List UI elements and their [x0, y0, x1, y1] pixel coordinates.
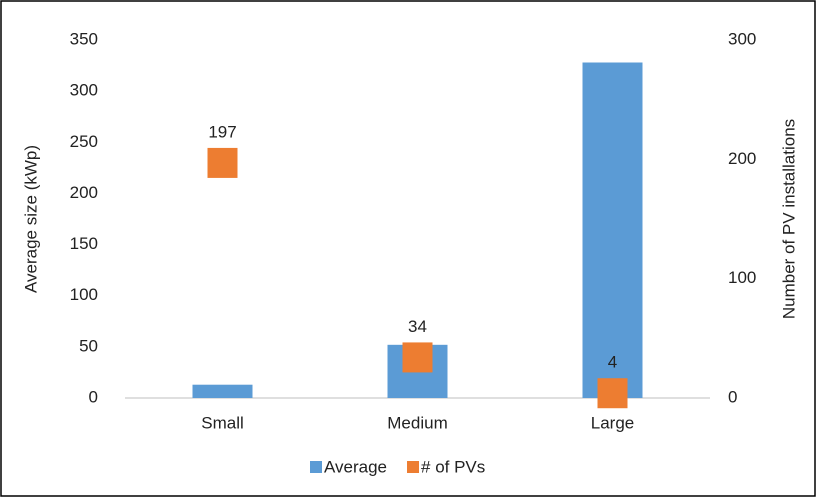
y2-tick-label: 100 — [728, 268, 756, 287]
y-tick-label: 150 — [70, 234, 98, 253]
y-tick-label: 50 — [79, 336, 98, 355]
y-tick-label: 250 — [70, 132, 98, 151]
data-label: 34 — [408, 317, 427, 336]
marker — [402, 342, 433, 373]
y-tick-label: 100 — [70, 285, 98, 304]
legend-label: # of PVs — [421, 457, 485, 476]
bar — [582, 62, 643, 398]
data-label: 4 — [608, 353, 617, 372]
legend-swatch — [310, 461, 322, 473]
legend-swatch — [407, 461, 420, 473]
legend-label: Average — [324, 457, 387, 476]
y-axis-label: Average size (kWp) — [21, 145, 40, 293]
x-tick-label: Medium — [387, 413, 447, 432]
marker — [597, 378, 628, 409]
y2-tick-label: 200 — [728, 149, 756, 168]
y2-tick-label: 0 — [728, 387, 737, 406]
y2-axis-label: Number of PV installations — [779, 119, 798, 319]
y-tick-label: 350 — [70, 29, 98, 48]
y2-tick-label: 300 — [728, 29, 756, 48]
x-tick-label: Small — [201, 413, 244, 432]
bar — [192, 384, 253, 398]
marker — [207, 147, 238, 178]
y-tick-label: 200 — [70, 183, 98, 202]
y-tick-label: 0 — [89, 387, 98, 406]
x-tick-label: Large — [591, 413, 634, 432]
data-label: 197 — [208, 122, 236, 141]
y-tick-label: 300 — [70, 81, 98, 100]
